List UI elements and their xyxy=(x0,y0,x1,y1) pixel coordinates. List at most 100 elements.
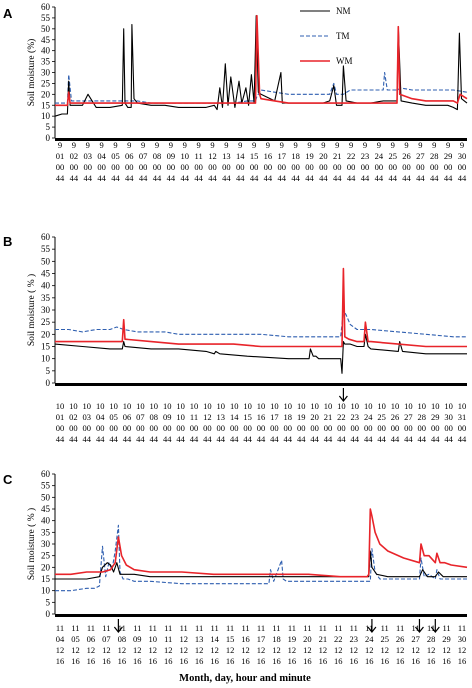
x-tick-label-line: 00 xyxy=(278,162,287,172)
x-tick-label-line: 44 xyxy=(167,173,176,183)
y-tick-label: 45 xyxy=(41,269,51,279)
x-tick-label-line: 9 xyxy=(321,140,325,150)
x-tick-label-line: 21 xyxy=(319,634,328,644)
series-line-wm xyxy=(55,14,468,107)
x-tick-label-line: 9 xyxy=(280,140,284,150)
x-tick-label-line: 17 xyxy=(270,412,279,422)
x-tick-label-line: 10 xyxy=(444,401,453,411)
x-tick-label-line: 08 xyxy=(150,412,159,422)
x-tick-label-line: 12 xyxy=(288,645,297,655)
x-tick-label-line: 20 xyxy=(303,634,312,644)
x-tick-label-line: 24 xyxy=(364,412,373,422)
x-tick-label-line: 11 xyxy=(180,623,188,633)
x-tick-label-line: 19 xyxy=(288,634,297,644)
x-tick-label-line: 11 xyxy=(149,623,157,633)
x-tick-label-line: 10 xyxy=(176,412,185,422)
x-tick-label-line: 16 xyxy=(118,656,127,666)
y-tick-label: 10 xyxy=(41,354,51,364)
series-line-nm xyxy=(54,333,467,374)
x-tick-label-line: 10 xyxy=(230,401,239,411)
x-tick-label-line: 00 xyxy=(111,162,120,172)
x-tick-label-line: 44 xyxy=(388,173,397,183)
x-tick-label-line: 24 xyxy=(375,151,384,161)
x-tick-label-line: 00 xyxy=(163,423,172,433)
x-tick-label-line: 22 xyxy=(347,151,356,161)
x-tick-label-line: 11 xyxy=(257,623,265,633)
y-tick-label: 20 xyxy=(41,329,51,339)
x-tick-label-line: 10 xyxy=(257,401,266,411)
x-tick-label-line: 9 xyxy=(377,140,381,150)
y-tick-label: 35 xyxy=(41,57,51,67)
x-tick-label-line: 19 xyxy=(297,412,306,422)
x-tick-label-line: 28 xyxy=(427,634,436,644)
y-tick-label: 35 xyxy=(41,527,51,537)
x-tick-label-line: 10 xyxy=(69,401,78,411)
x-tick-label-line: 00 xyxy=(391,423,400,433)
x-tick-label-line: 30 xyxy=(444,412,453,422)
x-tick-label-line: 13 xyxy=(195,634,204,644)
x-tick-label-line: 00 xyxy=(264,162,273,172)
x-tick-label-line: 44 xyxy=(257,434,266,444)
x-tick-label-line: 00 xyxy=(190,423,199,433)
x-axis-title: Month, day, hour and minute xyxy=(179,673,311,684)
x-tick-label-line: 11 xyxy=(381,623,389,633)
x-tick-label-line: 22 xyxy=(337,412,346,422)
x-tick-label-line: 44 xyxy=(208,173,217,183)
x-tick-label-line: 16 xyxy=(257,656,266,666)
x-tick-label-line: 44 xyxy=(431,434,440,444)
x-tick-label-line: 9 xyxy=(391,140,395,150)
x-tick-label-line: 44 xyxy=(97,173,106,183)
x-tick-label-line: 05 xyxy=(71,634,80,644)
y-tick-label: 10 xyxy=(41,111,51,121)
x-tick-label-line: 26 xyxy=(396,634,405,644)
x-tick-label-line: 9 xyxy=(252,140,256,150)
x-tick-label-line: 44 xyxy=(230,434,239,444)
x-tick-label-line: 00 xyxy=(150,423,159,433)
y-tick-label: 30 xyxy=(41,539,51,549)
x-tick-label-line: 30 xyxy=(458,634,467,644)
x-tick-label-line: 44 xyxy=(70,173,79,183)
x-tick-label-line: 10 xyxy=(56,401,65,411)
x-tick-label-line: 00 xyxy=(97,162,106,172)
x-tick-label-line: 12 xyxy=(303,645,312,655)
x-tick-label-line: 07 xyxy=(136,412,145,422)
x-tick-label-line: 10 xyxy=(149,634,158,644)
x-tick-label-line: 12 xyxy=(334,645,343,655)
x-tick-label-line: 44 xyxy=(444,173,453,183)
x-tick-label-line: 16 xyxy=(427,656,436,666)
x-tick-label-line: 44 xyxy=(222,173,231,183)
x-tick-label-line: 00 xyxy=(167,162,176,172)
event-arrow xyxy=(338,388,348,402)
x-tick-label-line: 44 xyxy=(402,173,411,183)
x-tick-label-line: 44 xyxy=(163,434,172,444)
x-tick-label-line: 00 xyxy=(324,423,333,433)
x-tick-label-line: 12 xyxy=(210,645,219,655)
x-tick-label-line: 15 xyxy=(243,412,252,422)
x-tick-label-line: 20 xyxy=(310,412,319,422)
y-tick-label: 35 xyxy=(41,293,51,303)
legend: NM TM WM xyxy=(300,6,353,66)
x-tick-label-line: 00 xyxy=(351,423,360,433)
